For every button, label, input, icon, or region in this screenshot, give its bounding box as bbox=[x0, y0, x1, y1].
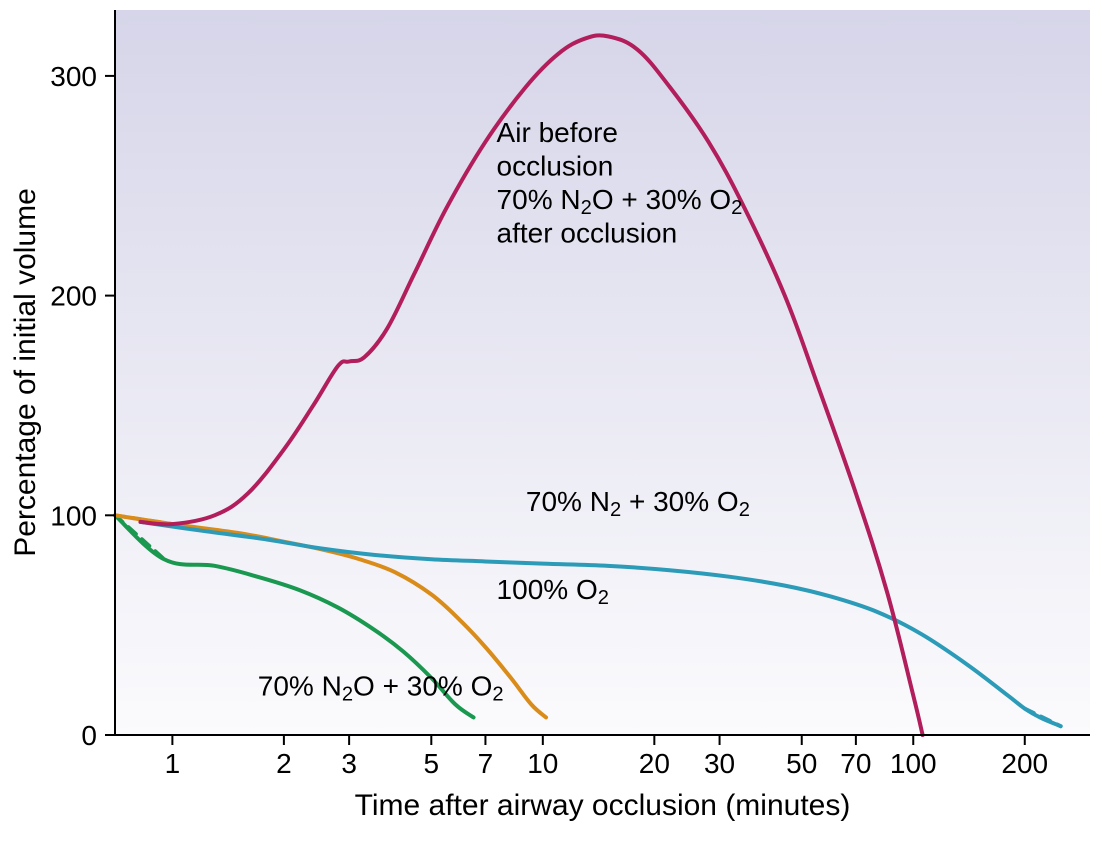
y-axis-label: Percentage of initial volume bbox=[9, 188, 42, 557]
x-tick-label: 5 bbox=[424, 748, 440, 779]
series-label-air_then_n2o: Air before bbox=[497, 117, 618, 148]
series-label-o2_100: 100% O2 bbox=[497, 574, 609, 609]
x-tick-label: 30 bbox=[704, 748, 735, 779]
x-ticks: 1 2 3 5 7 10 20 30 50 70 100 200 bbox=[165, 735, 1049, 779]
y-ticks: 0 100 200 300 bbox=[50, 61, 115, 751]
occlusion-volume-chart: 1 2 3 5 7 10 20 30 50 70 100 200 0 100 200 300 70% N2O… bbox=[0, 0, 1111, 850]
x-tick-label: 100 bbox=[890, 748, 937, 779]
series-label-air_then_n2o: after occlusion bbox=[497, 218, 678, 249]
series-label-air_then_n2o: occlusion bbox=[497, 150, 614, 181]
x-tick-label: 70 bbox=[840, 748, 871, 779]
chart-container: 1 2 3 5 7 10 20 30 50 70 100 200 0 100 200 300 70% N2O… bbox=[0, 0, 1111, 850]
x-tick-label: 200 bbox=[1001, 748, 1048, 779]
x-tick-label: 2 bbox=[276, 748, 292, 779]
y-tick-label: 300 bbox=[50, 61, 97, 92]
y-tick-label: 200 bbox=[50, 281, 97, 312]
x-tick-label: 1 bbox=[165, 748, 181, 779]
x-tick-label: 50 bbox=[786, 748, 817, 779]
series-label-n2_30o2: 70% N2 + 30% O2 bbox=[526, 486, 750, 521]
y-tick-label: 0 bbox=[81, 720, 97, 751]
x-tick-label: 3 bbox=[341, 748, 357, 779]
y-tick-label: 100 bbox=[50, 500, 97, 531]
x-axis-label: Time after airway occlusion (minutes) bbox=[355, 789, 851, 822]
x-tick-label: 10 bbox=[527, 748, 558, 779]
x-tick-label: 20 bbox=[639, 748, 670, 779]
x-tick-label: 7 bbox=[478, 748, 494, 779]
series-label-air_then_n2o: 70% N2O + 30% O2 bbox=[497, 184, 743, 219]
series-label-n2o_30o2: 70% N2O + 30% O2 bbox=[258, 670, 504, 705]
